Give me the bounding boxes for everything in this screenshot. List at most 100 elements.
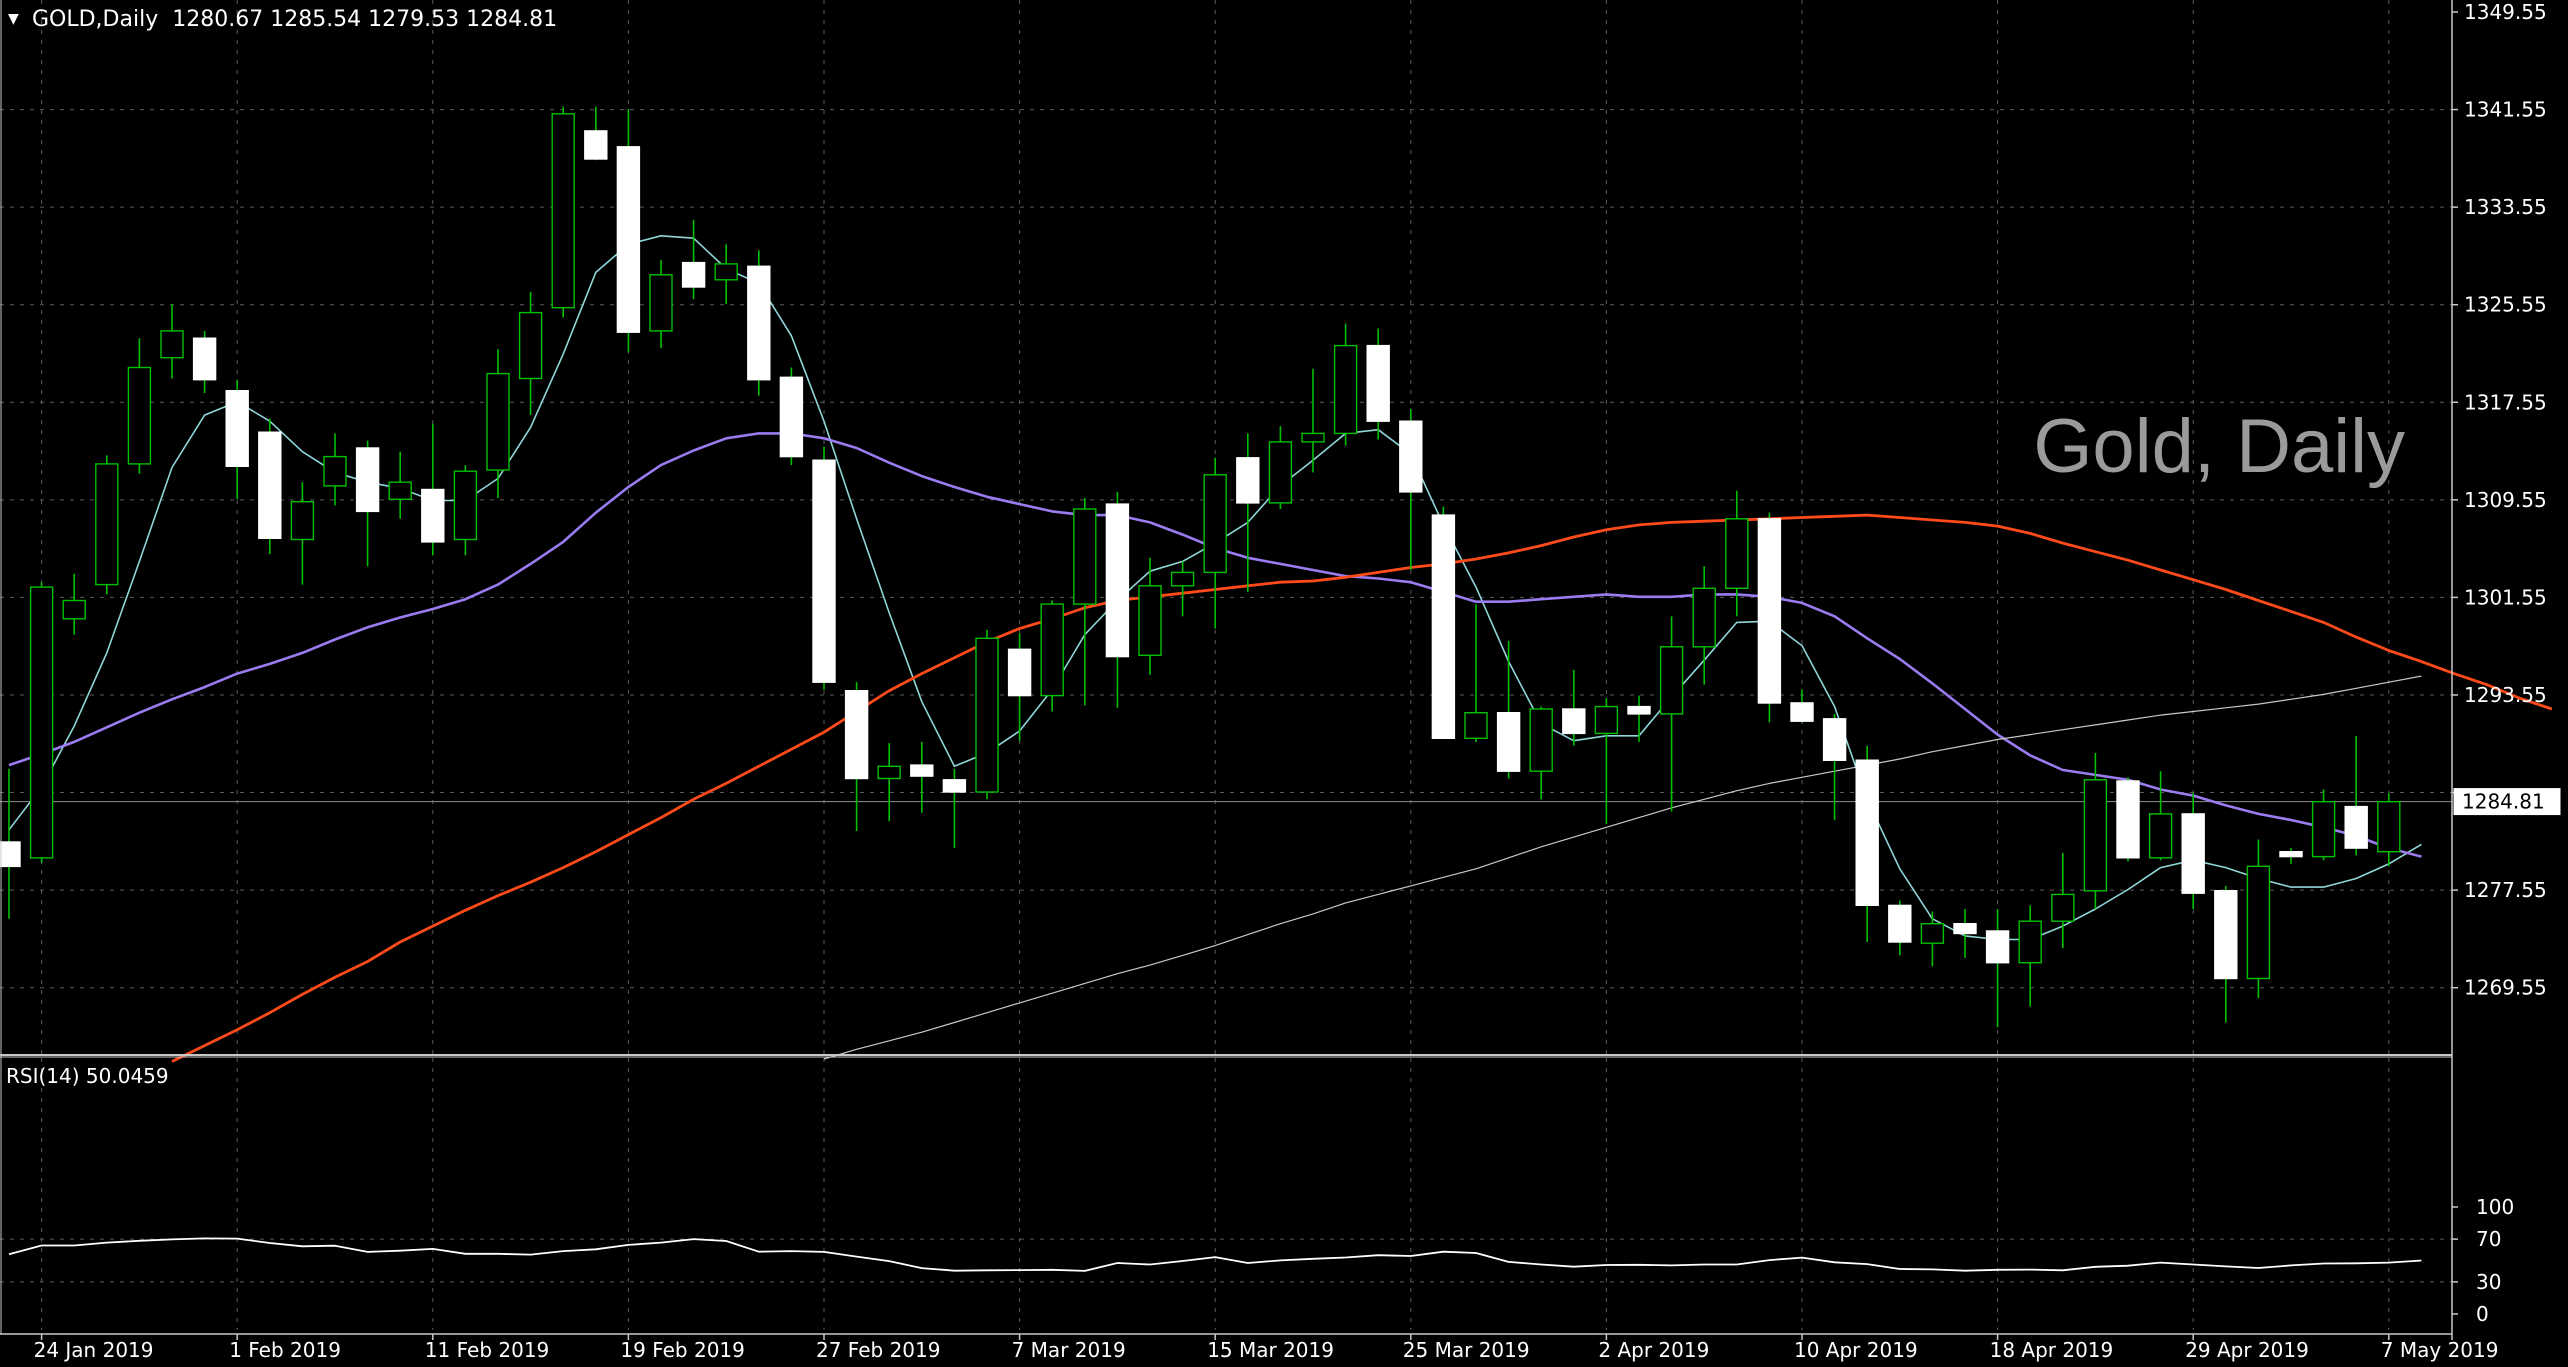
candle <box>616 108 641 352</box>
candle <box>1627 695 1651 742</box>
candle <box>1496 640 1521 779</box>
candle <box>2018 905 2042 1007</box>
moving-average-ma-slow <box>171 513 2553 1063</box>
candle-body-bull <box>877 765 901 780</box>
candle <box>192 330 217 394</box>
candle <box>1138 557 1162 675</box>
candle <box>1170 561 1195 617</box>
candle <box>584 106 608 161</box>
rsi-tick-label: 0 <box>2476 1302 2489 1326</box>
candle-body-bear <box>2214 890 2238 980</box>
candle-body-bear <box>1627 705 1651 715</box>
candle-body-bull <box>1464 712 1488 740</box>
candle-body-bear <box>355 447 380 513</box>
price-tick-label: 1269.55 <box>2464 976 2547 1000</box>
candle <box>421 423 445 556</box>
candle <box>388 451 412 519</box>
ohlc-values: 1280.67 1285.54 1279.53 1284.81 <box>172 7 557 32</box>
candle-body-bear <box>584 130 608 160</box>
candle-body-bull <box>127 366 152 465</box>
candle-body-bear <box>225 390 249 468</box>
candle-body-bull <box>1170 571 1195 587</box>
candle <box>2148 771 2173 861</box>
candle <box>1659 616 1684 812</box>
candle-body-bear <box>1236 457 1260 504</box>
moving-average-ma-long <box>823 675 2422 1060</box>
candle-body-bull <box>975 637 999 793</box>
time-tick-label: 15 Mar 2019 <box>1207 1338 1334 1362</box>
rsi-value: 50.0459 <box>86 1064 169 1088</box>
candle <box>2181 793 2205 910</box>
price-tick-label: 1301.55 <box>2464 585 2547 609</box>
candle <box>1203 457 1227 629</box>
candle-body-bear <box>1985 930 2010 964</box>
candle-body-bull <box>160 330 184 359</box>
candle-body-bull <box>2148 813 2173 859</box>
candle-body-bull <box>518 311 543 380</box>
candle <box>290 482 315 585</box>
time-tick-label: 19 Feb 2019 <box>620 1338 744 1362</box>
candle-body-bear <box>421 488 445 543</box>
candle <box>323 433 347 506</box>
candle <box>2377 793 2401 867</box>
candle <box>2083 752 2108 910</box>
rsi-tick-label: 30 <box>2476 1270 2501 1294</box>
candle <box>877 743 901 822</box>
candle-body-bull <box>1268 441 1293 504</box>
candle <box>812 446 836 690</box>
time-tick-label: 10 Apr 2019 <box>1794 1338 1918 1362</box>
candle-body-bear <box>1757 518 1782 704</box>
candle <box>2214 885 2238 1023</box>
candle <box>225 379 249 500</box>
candle-body-bear <box>2116 780 2140 859</box>
candle-body-bear <box>1855 759 1879 907</box>
candle-body-bull <box>1301 432 1325 443</box>
candle-body-bull <box>486 372 510 471</box>
candle-body-bull <box>1659 646 1684 715</box>
rsi-label: RSI(14) 50.0459 <box>6 1064 169 1088</box>
candle-body-bear <box>812 459 836 683</box>
rsi-tick-label: 70 <box>2476 1227 2501 1251</box>
candle <box>1040 600 1064 712</box>
grid <box>0 0 2452 1330</box>
candle <box>844 682 869 831</box>
candle <box>1399 408 1423 570</box>
candle-body-bull <box>2311 801 2336 858</box>
candle-body-bear <box>192 337 217 381</box>
price-tick-label: 1277.55 <box>2464 878 2547 902</box>
candle <box>1105 491 1130 708</box>
candle <box>551 106 575 318</box>
watermark: Gold, Daily <box>2033 404 2405 489</box>
candle-body-bull <box>1594 705 1619 735</box>
candle <box>681 219 706 300</box>
time-tick-label: 24 Jan 2019 <box>34 1338 154 1362</box>
candle <box>258 418 282 555</box>
candle <box>2246 839 2271 999</box>
candle <box>910 741 934 813</box>
candle <box>29 582 54 863</box>
candle <box>1529 706 1553 800</box>
candle-body-bear <box>844 690 869 780</box>
candle <box>95 455 119 595</box>
price-tick-label: 1341.55 <box>2464 98 2547 122</box>
candle <box>649 260 673 349</box>
chart-menu-arrow-icon[interactable]: ▼ <box>8 11 19 27</box>
candle <box>1366 328 1390 440</box>
candle <box>160 304 184 379</box>
candle <box>1268 426 1293 509</box>
axes: 1349.55 1341.55 1333.55 1325.55 1317.55 1309.… <box>34 0 2561 1362</box>
candle-body-bull <box>649 274 673 332</box>
time-tick-label: 2 Apr 2019 <box>1598 1338 1709 1362</box>
current-price-label: 1284.81 <box>2462 790 2545 814</box>
candle <box>1301 368 1325 473</box>
candle-body-bear <box>1822 718 1847 761</box>
candle-body-bull <box>2246 865 2271 980</box>
candle-body-bull <box>2051 893 2075 922</box>
time-tick-label: 7 May 2019 <box>2381 1338 2499 1362</box>
candle-body-bull <box>453 470 478 541</box>
candle-body-bear <box>1496 712 1521 772</box>
candle <box>1692 566 1716 685</box>
time-tick-label: 11 Feb 2019 <box>425 1338 549 1362</box>
